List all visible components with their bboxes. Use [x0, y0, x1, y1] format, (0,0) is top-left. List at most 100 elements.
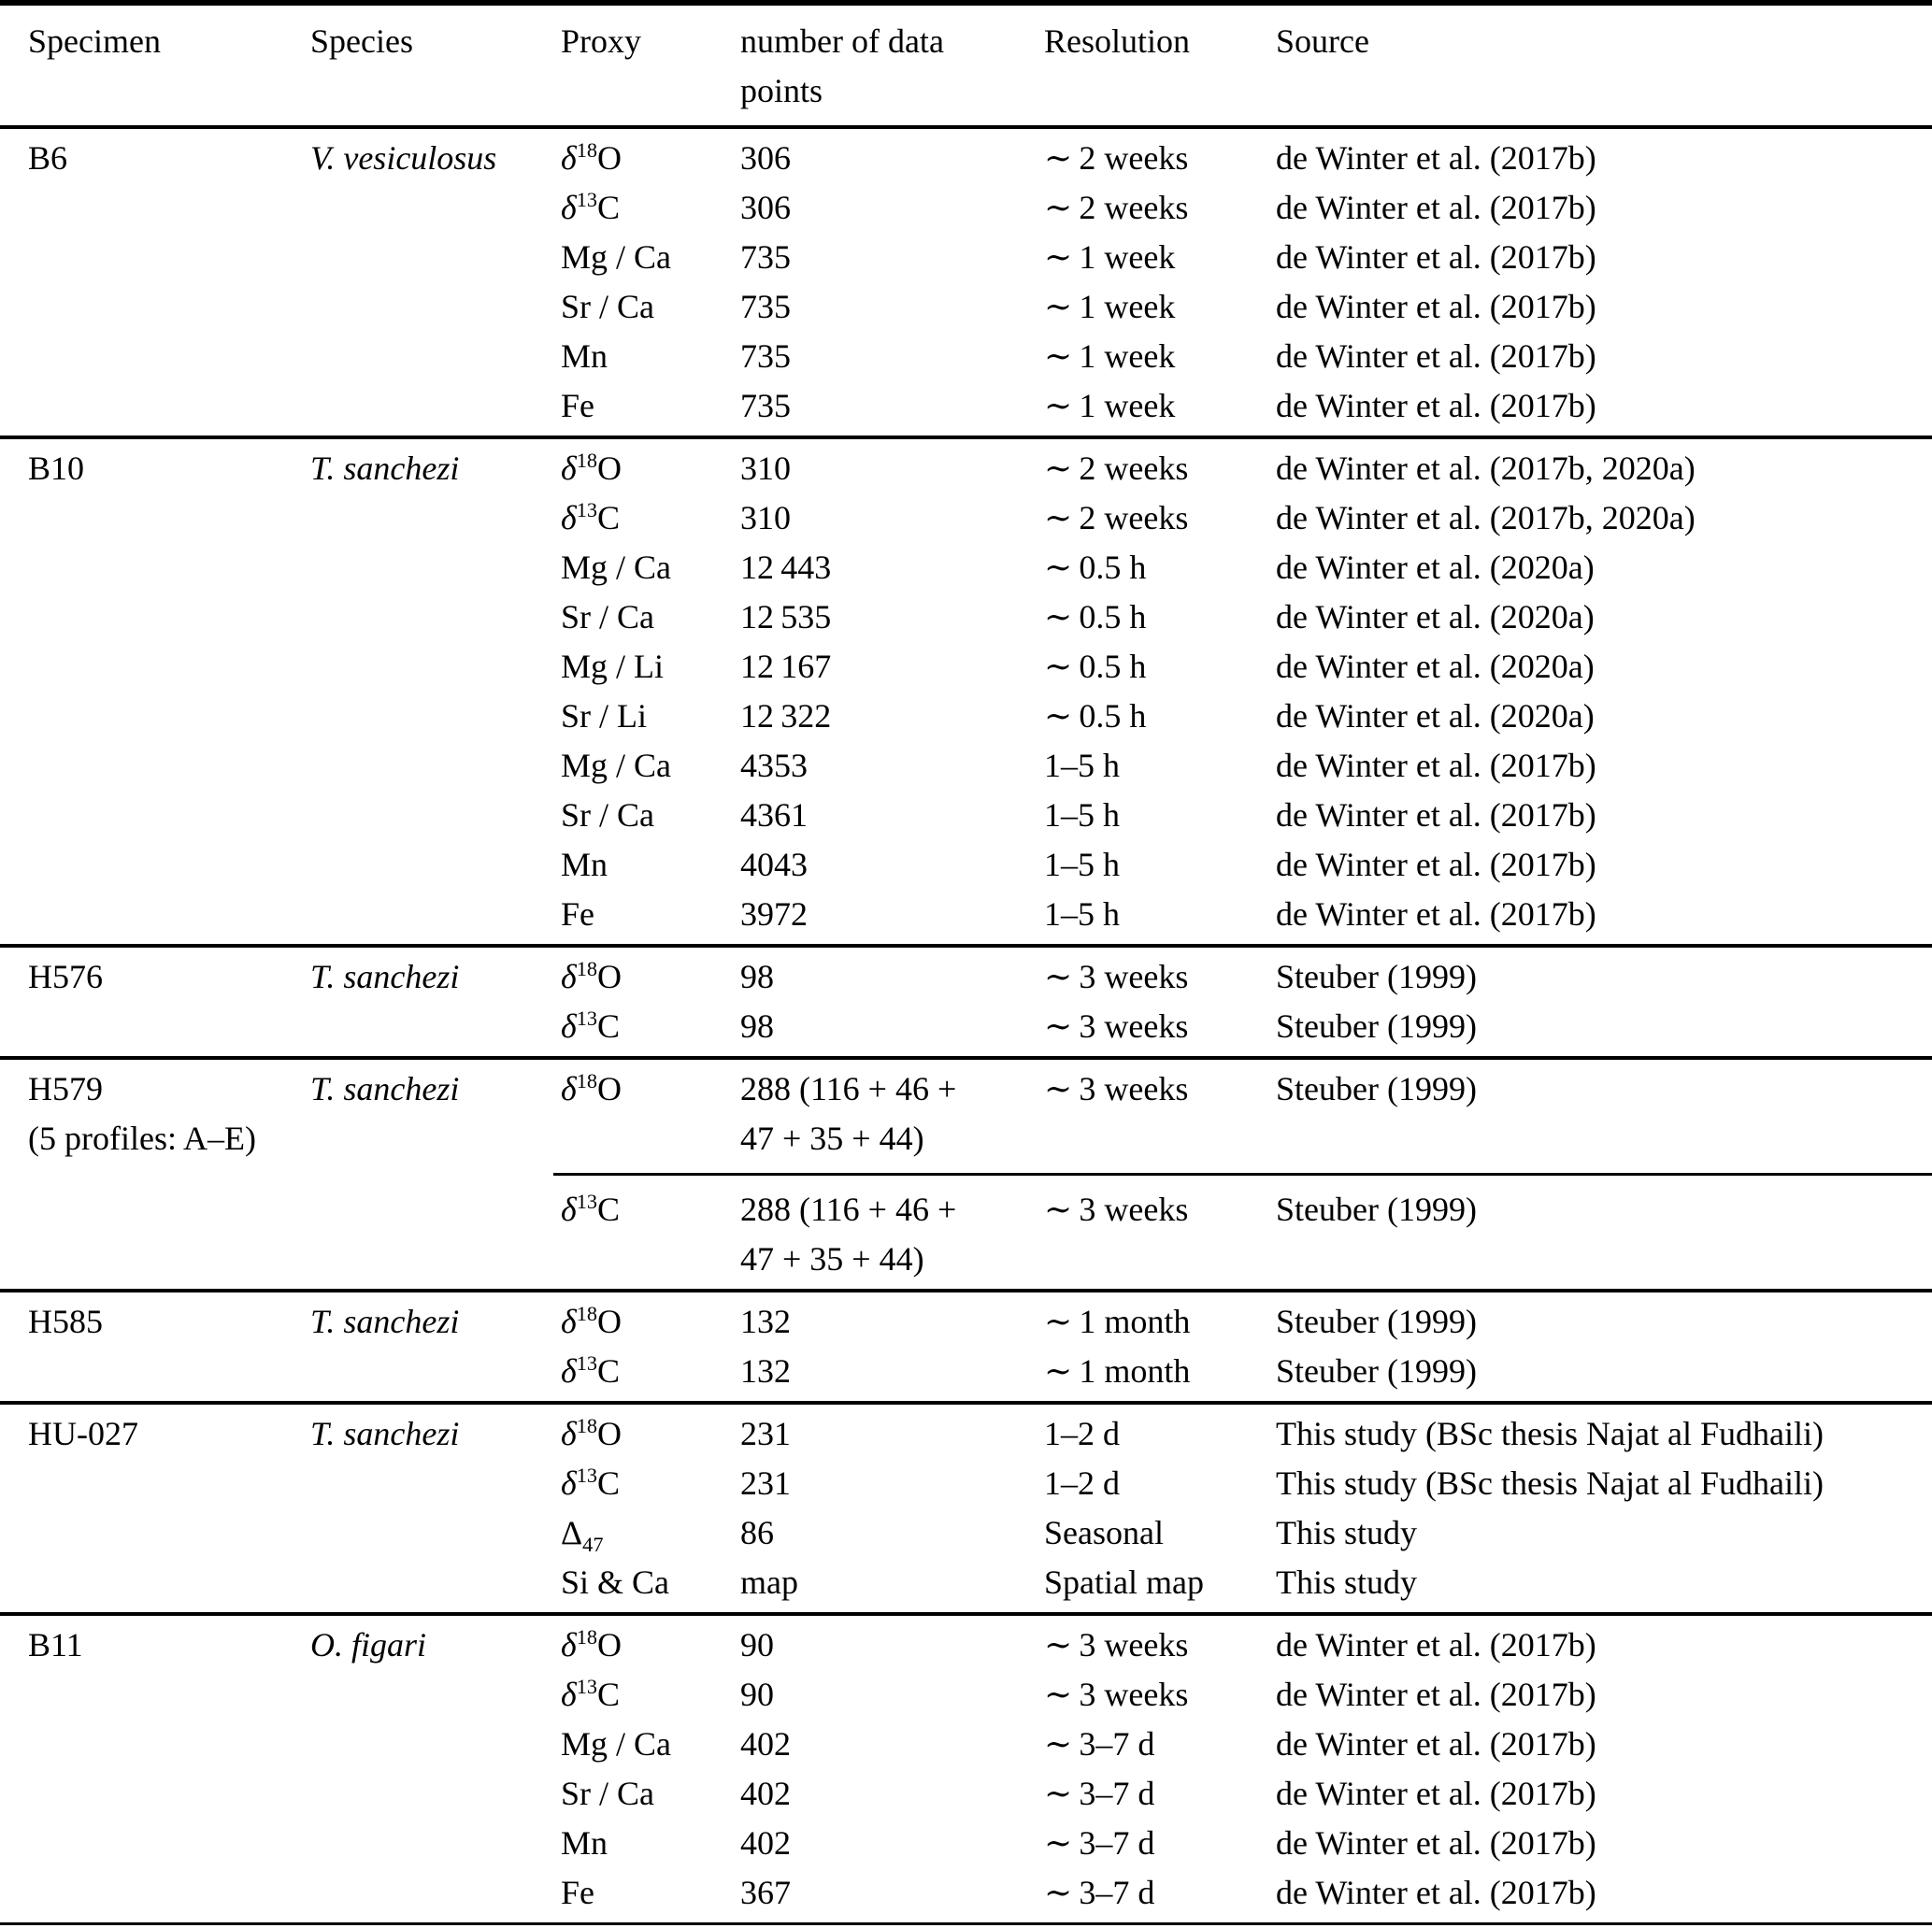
datapoints-cell: 310	[740, 450, 791, 487]
source-cell: Steuber (1999)	[1276, 1007, 1477, 1045]
table-header: Specimen Species Proxy number of data po…	[0, 6, 1932, 129]
proxy-symbol: δ	[561, 1191, 577, 1228]
proxy-cell: δ18O	[561, 1069, 623, 1107]
datapoints-cell: 3972	[740, 895, 808, 933]
resolution-cell: 1–2 d	[1044, 1464, 1120, 1502]
resolution-cell: ∼ 2 weeks	[1044, 499, 1189, 536]
specimen-section-b6: B6 V. vesiculosus δ18O 306 ∼ 2 weeks de Winte…	[0, 129, 1932, 439]
datapoints-cell: 132	[740, 1352, 791, 1390]
resolution-cell: ∼ 1 month	[1044, 1352, 1191, 1390]
source-cell: This study	[1276, 1514, 1418, 1551]
proxy-cell: Sr / Ca	[561, 1769, 740, 1819]
proxy-symbol: Sr / Li	[561, 697, 648, 735]
resolution-cell: ∼ 1 week	[1044, 337, 1176, 375]
proxy-symbol: Mn	[561, 337, 608, 375]
source-cell: de Winter et al. (2020a)	[1276, 549, 1595, 586]
proxy-symbol: Δ	[561, 1514, 583, 1551]
datapoints-cell: 367	[740, 1874, 791, 1911]
specimen-cell: H579 (5 profiles: A–E)	[28, 1070, 256, 1157]
species-cell: T. sanchezi	[310, 450, 460, 487]
source-cell: de Winter et al. (2020a)	[1276, 697, 1595, 735]
proxy-symbol: Si & Ca	[561, 1564, 670, 1601]
header-proxy: Proxy	[561, 22, 642, 60]
proxy-symbol: Mg / Ca	[561, 238, 672, 276]
source-cell: de Winter et al. (2020a)	[1276, 648, 1595, 685]
proxy-cell: Fe	[561, 890, 740, 939]
specimen-section-b10: B10 T. sanchezi δ18O 310 ∼ 2 weeks de Winter …	[0, 439, 1932, 948]
resolution-cell: 1–2 d	[1044, 1415, 1120, 1452]
proxy-symbol: δ	[561, 1464, 577, 1502]
resolution-cell: ∼ 3–7 d	[1044, 1725, 1155, 1763]
resolution-cell: ∼ 3 weeks	[1044, 958, 1189, 995]
source-cell: de Winter et al. (2017b)	[1276, 1676, 1596, 1713]
header-specimen: Specimen	[28, 22, 161, 60]
resolution-cell: ∼ 1 week	[1044, 238, 1176, 276]
resolution-cell: ∼ 3–7 d	[1044, 1824, 1155, 1862]
datapoints-cell: 12 443	[740, 549, 832, 586]
proxy-cell: Mn	[561, 840, 740, 890]
datapoints-cell: 12 322	[740, 697, 832, 735]
resolution-cell: Spatial map	[1044, 1564, 1204, 1601]
proxy-cell: Sr / Ca	[561, 791, 740, 840]
proxy-symbol: Mg / Ca	[561, 1725, 672, 1763]
proxy-symbol: δ	[561, 1626, 577, 1664]
source-cell: de Winter et al. (2020a)	[1276, 598, 1595, 636]
resolution-cell: ∼ 1 month	[1044, 1303, 1191, 1340]
datapoints-cell: 98	[740, 958, 774, 995]
datapoints-cell: 86	[740, 1514, 774, 1551]
datapoints-cell: 132	[740, 1303, 791, 1340]
resolution-cell: ∼ 0.5 h	[1044, 648, 1147, 685]
source-cell: de Winter et al. (2017b)	[1276, 1824, 1596, 1862]
source-cell: de Winter et al. (2017b)	[1276, 139, 1596, 177]
proxy-cell: Mg / Ca	[561, 233, 740, 282]
source-cell: This study (BSc thesis Najat al Fudhaili…	[1276, 1415, 1824, 1452]
header-species: Species	[310, 22, 413, 60]
specimen-cell: H585	[28, 1303, 103, 1340]
proxy-cell: Mg / Ca	[561, 1720, 740, 1769]
datapoints-cell: 402	[740, 1824, 791, 1862]
resolution-cell: ∼ 3 weeks	[1044, 1676, 1189, 1713]
species-cell: T. sanchezi	[310, 1070, 460, 1107]
datapoints-cell: 231	[740, 1464, 791, 1502]
resolution-cell: 1–5 h	[1044, 747, 1120, 784]
proxy-symbol: Mg / Li	[561, 648, 665, 685]
resolution-cell: ∼ 3 weeks	[1044, 1626, 1189, 1664]
resolution-cell: ∼ 3 weeks	[1044, 1007, 1189, 1045]
species-cell: V. vesiculosus	[310, 139, 497, 177]
proxy-symbol: δ	[561, 1352, 577, 1390]
proxy-symbol: δ	[561, 1303, 577, 1340]
proxy-cell: Mn	[561, 332, 740, 381]
proxy-symbol: δ	[561, 1070, 577, 1107]
datapoints-cell: 310	[740, 499, 791, 536]
proxy-cell: δ18O	[561, 957, 623, 995]
proxy-symbol: Sr / Ca	[561, 598, 655, 636]
datapoints-cell: 4353	[740, 747, 808, 784]
species-cell: O. figari	[310, 1626, 427, 1664]
source-cell: de Winter et al. (2017b)	[1276, 288, 1596, 325]
proxy-symbol: Mn	[561, 846, 608, 883]
proxy-symbol: δ	[561, 139, 577, 177]
resolution-cell: ∼ 1 week	[1044, 387, 1176, 424]
datapoints-cell: 402	[740, 1725, 791, 1763]
source-cell: de Winter et al. (2017b)	[1276, 846, 1596, 883]
resolution-cell: ∼ 2 weeks	[1044, 189, 1189, 226]
proxy-cell: δ13C	[561, 498, 621, 536]
proxy-symbol: δ	[561, 1007, 577, 1045]
proxy-cell: Mn	[561, 1819, 740, 1868]
resolution-cell: ∼ 3 weeks	[1044, 1191, 1189, 1228]
specimen-section-h585: H585 T. sanchezi δ18O 132 ∼ 1 month Steuber (…	[0, 1292, 1932, 1405]
resolution-cell: 1–5 h	[1044, 796, 1120, 834]
resolution-cell: ∼ 3 weeks	[1044, 1070, 1189, 1107]
datapoints-cell: 735	[740, 288, 791, 325]
proxy-symbol: Mg / Ca	[561, 747, 672, 784]
resolution-cell: ∼ 2 weeks	[1044, 450, 1189, 487]
proxy-symbol: Mg / Ca	[561, 549, 672, 586]
resolution-cell: ∼ 0.5 h	[1044, 697, 1147, 735]
source-cell: Steuber (1999)	[1276, 1303, 1477, 1340]
source-cell: de Winter et al. (2017b)	[1276, 1775, 1596, 1812]
proxy-cell: δ13C	[561, 1007, 621, 1045]
proxy-cell: δ13C	[561, 1351, 621, 1390]
datapoints-cell: 306	[740, 139, 791, 177]
